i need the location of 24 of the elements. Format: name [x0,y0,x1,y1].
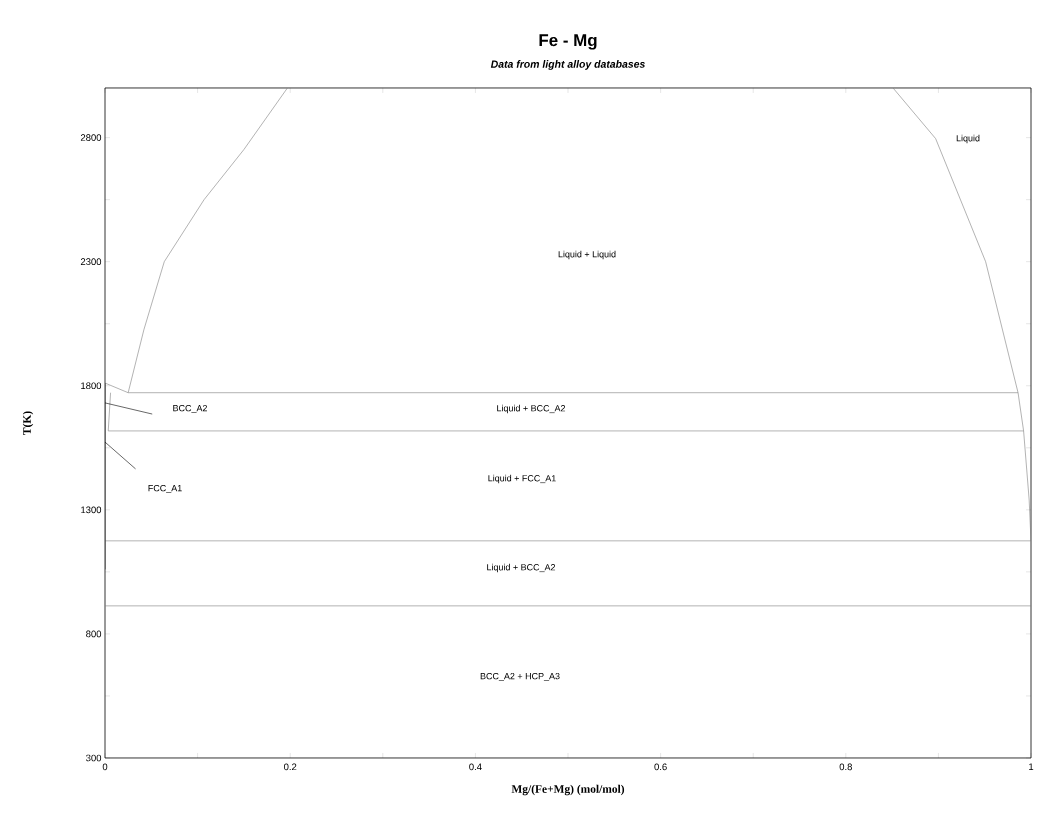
x-tick-label: 0.8 [839,763,852,771]
x-tick-label: 0.2 [284,763,297,771]
annotation: FCC_A1 [148,484,182,494]
annotation: Liquid [956,134,980,144]
y-tick-label: 2800 [80,134,102,141]
x-tick-label: 0.4 [469,763,482,771]
annotation: BCC_A2 + HCP_A3 [480,672,560,682]
chart-title: Fe - Mg [539,34,597,50]
annotation: Liquid + BCC_A2 [497,404,566,414]
x-tick-label: 0 [102,763,108,771]
y-tick-label: 1800 [81,382,102,390]
y-tick-label: 1300 [81,506,102,514]
chart-subtitle: Data from light alloy databases [490,60,645,70]
x-axis-title: Mg/(Fe+Mg) (mol/mol) [511,784,625,796]
y-axis-title: T(K) [22,411,34,435]
annotation: Liquid + FCC_A1 [488,474,556,484]
annotation: BCC_A2 [173,404,207,414]
y-tick-label: 800 [86,630,102,638]
annotation: Liquid + Liquid [558,250,616,260]
annotation: Liquid + BCC_A2 [487,563,556,573]
x-tick-label: 1 [1029,763,1034,771]
y-tick-label: 2300 [80,258,102,266]
x-tick-label: 0.6 [654,763,667,771]
y-tick-label: 300 [86,754,102,762]
